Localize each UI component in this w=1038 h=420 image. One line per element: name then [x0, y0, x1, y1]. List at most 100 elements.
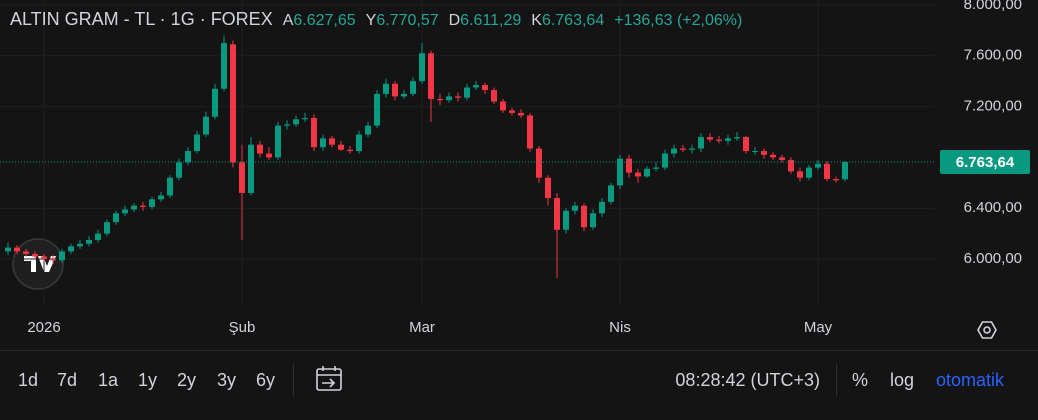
ohlc-key: Y [365, 12, 377, 29]
candle-body [419, 53, 425, 82]
candle-body [653, 167, 659, 169]
candle-body [68, 246, 74, 252]
candle-body [770, 154, 776, 158]
symbol-title[interactable]: ALTIN GRAM - TL · 1G · FOREX [10, 9, 273, 29]
candle-body [707, 137, 713, 140]
candle-body [383, 83, 389, 94]
candle-body [581, 205, 587, 228]
candle-body [95, 233, 101, 240]
candle-body [437, 98, 443, 101]
candle-body [806, 167, 812, 178]
log-toggle[interactable]: log [890, 370, 915, 390]
candle-body [131, 205, 137, 210]
candle-body [563, 210, 569, 230]
candle-body [284, 124, 290, 126]
candle-body [428, 53, 434, 99]
candle-body [77, 243, 83, 247]
candle-body [527, 115, 533, 149]
candle-body [500, 101, 506, 111]
tv-logo [12, 238, 64, 290]
candle-body [167, 177, 173, 196]
candle-body [230, 44, 236, 163]
candle-body [248, 144, 254, 193]
ohlc-value: 6.627,65 [293, 12, 356, 29]
candle-body [446, 96, 452, 101]
candle-body [572, 205, 578, 211]
background [0, 0, 1038, 350]
range-button[interactable]: 6y [256, 370, 276, 390]
candle-body [302, 118, 308, 120]
candle-body [347, 149, 353, 152]
candle-body [761, 151, 767, 155]
candle-body [14, 247, 20, 252]
candle-body [482, 84, 488, 91]
x-tick-label: May [804, 319, 833, 336]
candle-body [140, 205, 146, 207]
candle-body [464, 87, 470, 98]
y-tick-label: 7.200,00 [964, 98, 1022, 115]
candle-body [617, 158, 623, 186]
candle-body [275, 125, 281, 158]
date-range-icon[interactable] [314, 364, 344, 394]
candle-body [401, 93, 407, 97]
candle-body [734, 137, 740, 139]
candle-body [293, 119, 299, 125]
candle-body [374, 93, 380, 126]
bottom-toolbar: 08:28:42 (UTC+3) % log otomatik 1d 7d 1a 1y… [0, 350, 1038, 409]
candle-body [671, 148, 677, 154]
candle-body [266, 153, 272, 158]
range-button[interactable]: 1a [98, 370, 119, 390]
x-tick-label: Mar [409, 319, 435, 336]
candle-body [203, 116, 209, 135]
range-button[interactable]: 1d [18, 370, 39, 390]
candle-body [59, 251, 65, 261]
candle-body [554, 198, 560, 230]
candle-body [455, 96, 461, 98]
ohlc-item: Y6.770,57 [366, 12, 439, 30]
auto-toggle[interactable]: otomatik [936, 370, 1005, 390]
percent-toggle[interactable]: % [852, 370, 869, 390]
clock[interactable]: 08:28:42 (UTC+3) [675, 370, 820, 390]
range-button[interactable]: 3y [217, 370, 237, 390]
candle-body [797, 171, 803, 178]
candle-body [752, 151, 758, 153]
candle-body [842, 162, 848, 180]
candle-body [518, 112, 524, 116]
candle-body [545, 177, 551, 199]
candle-body [149, 199, 155, 207]
candle-body [392, 83, 398, 97]
ohlc-values: A6.627,65 Y6.770,57 D6.611,29 K6.763,64 [283, 12, 605, 30]
candle-body [833, 178, 839, 181]
range-button[interactable]: 2y [177, 370, 197, 390]
candle-body [338, 144, 344, 150]
candle-body [5, 247, 11, 252]
candle-body [491, 90, 497, 102]
range-button[interactable]: 7d [57, 370, 78, 390]
change: +136,63 (+2,06%) [614, 12, 743, 29]
candle-body [680, 148, 686, 150]
candle-body [41, 256, 47, 260]
settings-icon[interactable] [977, 321, 997, 339]
ohlc-item: K6.763,64 [531, 12, 604, 30]
separator [836, 363, 837, 397]
candle-body [473, 84, 479, 88]
x-tick-label: Nis [609, 319, 631, 336]
candle-body [221, 43, 227, 89]
range-button[interactable]: 1y [138, 370, 158, 390]
candle-body [626, 158, 632, 173]
candle-body [311, 118, 317, 148]
candle-body [320, 138, 326, 148]
candle-body [365, 125, 371, 135]
candle-body [194, 134, 200, 152]
symbol-legend: ALTIN GRAM - TL · 1G · FOREX A6.627,65 Y6… [10, 9, 742, 30]
candle-body [32, 253, 38, 257]
candle-body [779, 157, 785, 160]
candle-body [158, 195, 164, 200]
candle-body [590, 213, 596, 228]
candle-body [716, 139, 722, 141]
candle-body [257, 144, 263, 154]
candle-body [239, 162, 245, 193]
candle-body [824, 163, 830, 179]
candle-body [635, 172, 641, 177]
